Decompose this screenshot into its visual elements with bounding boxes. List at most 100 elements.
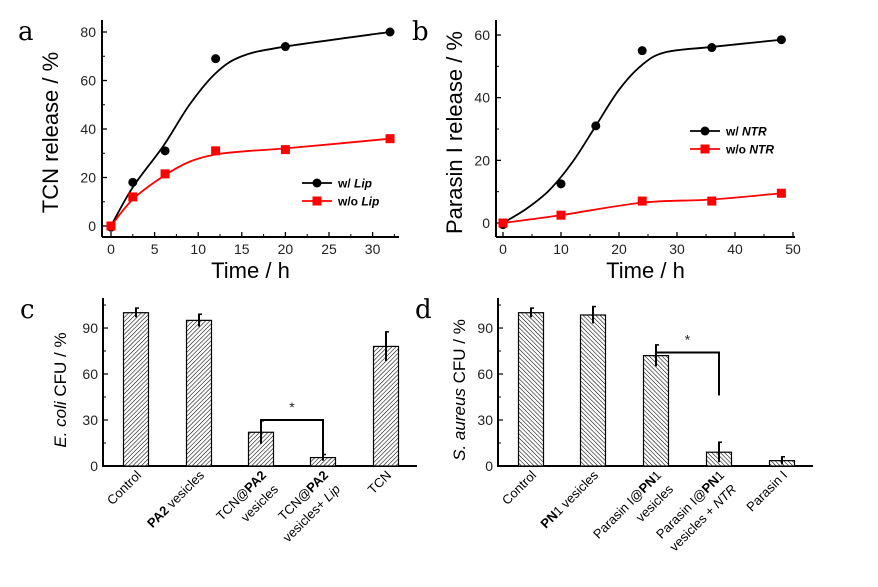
series-b-0-point: [776, 35, 786, 45]
y-axis-title-species: S. aureus: [450, 388, 469, 461]
category-label-part: 1 vesicles: [550, 467, 601, 518]
category-label-c-4: TCN: [365, 468, 394, 497]
y-axis-title: E. coli CFU / %: [51, 332, 70, 447]
legend-marker: [700, 144, 710, 154]
x-tick-label: 40: [727, 241, 743, 257]
panel-letter-c: c: [20, 295, 35, 325]
series-a-1-point: [160, 169, 170, 179]
series-b-1-point: [498, 218, 508, 228]
x-tick-label: 15: [234, 241, 250, 257]
category-label-d-0: Control: [499, 467, 539, 507]
series-a-0-point: [160, 146, 170, 156]
y-tick-label: 0: [482, 215, 490, 231]
y-tick-label: 30: [477, 412, 493, 428]
x-tick-label: 30: [365, 241, 381, 257]
y-tick-label: 90: [82, 320, 98, 336]
panel-a-chart: 0 5 10 15 20 25 30 0 20 40 60 80 Time / h TCN release…: [38, 20, 399, 283]
bar-d-0: [517, 312, 545, 467]
category-label-c-1: PA2 vesicles: [144, 467, 207, 530]
category-label-c-0: Control: [104, 467, 144, 507]
legend-marker: [700, 126, 710, 136]
y-tick-label: 20: [474, 152, 490, 168]
x-tick-label: 10: [553, 241, 569, 257]
bar-d-1: [579, 314, 607, 467]
y-tick-label: 80: [80, 24, 96, 40]
panel-b-chart: 0 10 20 30 40 50 0 20 40 60 Time / h Parasin I rele…: [442, 20, 801, 283]
series-a-0-point: [211, 54, 221, 64]
y-tick-label: 60: [82, 366, 98, 382]
y-tick-label: 90: [477, 320, 493, 336]
x-tick-label: 0: [107, 241, 115, 257]
bar-c-1: [185, 319, 213, 467]
bar-c-0: [122, 312, 150, 467]
x-tick-label: 20: [611, 241, 627, 257]
x-tick-label: 30: [669, 241, 685, 257]
series-a-1-point: [280, 145, 290, 155]
y-axis-title-unit: CFU / %: [450, 319, 469, 388]
series-b-1-point: [707, 196, 717, 206]
x-tick-label: 50: [785, 241, 801, 257]
series-b-0-point: [707, 43, 717, 53]
significance-star-d: *: [685, 332, 691, 348]
series-b-0-point: [556, 179, 566, 189]
y-tick-label: 60: [474, 27, 490, 43]
category-label-part: Control: [499, 467, 539, 507]
category-label-d-1: PN1 vesicles: [537, 467, 601, 531]
series-a-0-point: [128, 177, 138, 187]
series-a-1-point: [128, 192, 138, 202]
legend-label: w/ Lip: [337, 177, 372, 191]
y-axis-title: S. aureus CFU / %: [450, 319, 469, 461]
series-b-0-point: [637, 46, 647, 56]
significance-bracket-c: [260, 419, 324, 457]
y-tick-label: 20: [80, 170, 96, 186]
significance-bracket-d: [655, 351, 720, 396]
legend-label: w/ NTR: [725, 125, 767, 139]
panel-letter-b: b: [412, 17, 429, 47]
category-label-part: TCN: [365, 468, 394, 497]
bar-c-4: [372, 345, 400, 467]
bar-d-2: [642, 355, 670, 467]
y-tick-label: 40: [474, 90, 490, 106]
series-a-1-point: [106, 221, 116, 231]
series-b-0-point: [591, 121, 601, 131]
legend-label: w/o NTR: [725, 143, 774, 157]
series-a-0-point: [385, 27, 395, 37]
y-tick-label: 40: [80, 121, 96, 137]
y-tick-label: 0: [90, 458, 98, 474]
series-a-1-point: [211, 146, 221, 156]
legend-label-prefix: w/: [337, 177, 354, 191]
legend-label-prefix: w/o: [725, 143, 749, 157]
series-b-0-fit-line: [502, 38, 782, 224]
panel-letter-d: d: [415, 295, 432, 325]
legend-label-italic: NTR: [749, 143, 774, 157]
legend-marker: [312, 196, 322, 206]
y-tick-label: 0: [88, 218, 96, 234]
y-axis-title-unit: CFU / %: [51, 332, 70, 401]
significance-star-c: *: [289, 399, 295, 415]
panel-letter-a: a: [18, 17, 34, 47]
x-tick-label: 20: [278, 241, 294, 257]
category-label-part: Parasin I: [743, 468, 790, 515]
legend-label: w/o Lip: [337, 195, 379, 209]
series-b-1-point: [637, 196, 647, 206]
category-label-part: vesicles: [161, 467, 207, 513]
legend-marker: [312, 178, 322, 188]
category-label-part: Control: [104, 467, 144, 507]
x-tick-label: 5: [151, 241, 159, 257]
y-axis-title: TCN release / %: [38, 52, 63, 213]
y-tick-label: 0: [485, 458, 493, 474]
x-tick-label: 0: [499, 241, 507, 257]
series-b-1-point: [776, 188, 786, 198]
x-tick-label: 10: [190, 241, 206, 257]
y-tick-label: 60: [477, 366, 493, 382]
x-tick-label: 25: [321, 241, 337, 257]
y-tick-label: 30: [82, 412, 98, 428]
category-label-d-4: Parasin I: [743, 468, 790, 515]
legend-label-italic: NTR: [742, 125, 767, 139]
legend-label-italic: Lip: [361, 195, 379, 209]
y-axis-title-species: E. coli: [51, 400, 70, 448]
x-axis-title: Time / h: [606, 258, 685, 283]
